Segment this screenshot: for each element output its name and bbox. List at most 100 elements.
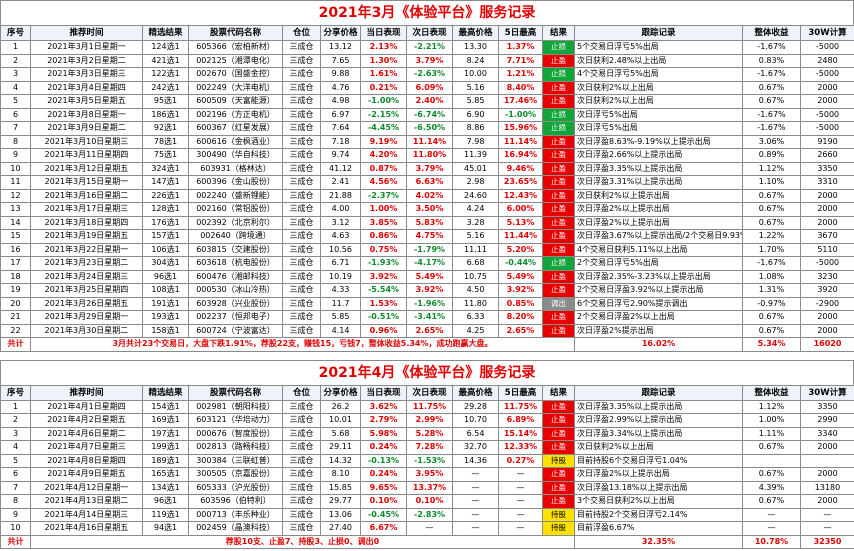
cell-date: 2021年4月13日星期二 xyxy=(30,494,143,509)
cell-selection: 193选1 xyxy=(142,310,189,325)
cell-next-day-change: -1.53% xyxy=(406,453,453,468)
cell-next-day-change: 7.28% xyxy=(406,440,453,455)
cell-stock: 605333（沪光股份） xyxy=(188,480,283,495)
cell-tracking: 次日浮盈3.31%以上提示出局 xyxy=(574,175,743,190)
cell-return: -1.67% xyxy=(742,40,801,55)
cell-index: 18 xyxy=(0,269,31,284)
cell-date: 2021年4月8日星期四 xyxy=(30,453,143,468)
cell-high-price: 10.70 xyxy=(452,413,499,428)
cell-date: 2021年3月24日星期三 xyxy=(30,269,143,284)
cell-stock: 600396（金山股份） xyxy=(188,175,283,190)
cell-return: 0.83% xyxy=(742,53,801,68)
cell-day-change: 0.10% xyxy=(360,494,407,509)
cell-selection: 304选1 xyxy=(142,256,189,271)
cell-high-price: 8.86 xyxy=(452,121,499,136)
cell-tracking: 次日浮盈2%提示出局 xyxy=(574,323,743,338)
cell-high-price: 5.16 xyxy=(452,80,499,95)
cell-result: 持股 xyxy=(542,521,575,536)
header-price: 分享价格 xyxy=(320,384,361,401)
cell-selection: 165选1 xyxy=(142,467,189,482)
cell-selection: 324选1 xyxy=(142,161,189,176)
table-row: 14 2021年3月18日星期四 176选1 002392（北京利尔） 三成仓 3.12 3… xyxy=(0,215,854,230)
cell-index: 14 xyxy=(0,215,31,230)
cell-five-day-high: -0.44% xyxy=(498,256,543,271)
cell-price: 41.12 xyxy=(320,161,361,176)
cell-result: 止盈 xyxy=(542,229,575,244)
cell-high-price: — xyxy=(452,467,499,482)
cell-high-price: 6.90 xyxy=(452,107,499,122)
cell-day-change: 5.98% xyxy=(360,426,407,441)
cell-high-price: — xyxy=(452,507,499,522)
cell-price: 29.77 xyxy=(320,494,361,509)
cell-result: 止盈 xyxy=(542,480,575,495)
cell-five-day-high: 6.89% xyxy=(498,413,543,428)
cell-position: 三成仓 xyxy=(282,134,321,149)
cell-tracking: 次日浮盈3.35%以上提示出局 xyxy=(574,161,743,176)
cell-selection: 106选1 xyxy=(142,242,189,257)
cell-high-price: — xyxy=(452,494,499,509)
cell-calc: 3230 xyxy=(800,269,854,284)
cell-stock: 603596（伯特利） xyxy=(188,494,283,509)
cell-selection: 119选1 xyxy=(142,507,189,522)
cell-selection: 96选1 xyxy=(142,494,189,509)
cell-calc: -5000 xyxy=(800,40,854,55)
cell-index: 1 xyxy=(0,399,31,414)
cell-day-change: 3.92% xyxy=(360,269,407,284)
summary-label: 共计 xyxy=(0,534,31,549)
cell-five-day-high: 12.33% xyxy=(498,440,543,455)
table-row: 6 2021年3月8日星期一 186选1 002196（方正电机） 三成仓 6.97 -2.… xyxy=(0,107,854,122)
cell-position: 三成仓 xyxy=(282,80,321,95)
cell-calc xyxy=(800,453,854,468)
cell-high-price: 29.28 xyxy=(452,399,499,414)
table-row: 19 2021年3月25日星期四 108选1 000530（冰山冷热） 三成仓 4.33-… xyxy=(0,283,854,298)
cell-five-day-high: 3.92% xyxy=(498,283,543,298)
cell-calc: 3310 xyxy=(800,175,854,190)
cell-return: 0.67% xyxy=(742,188,801,203)
cell-position: 三成仓 xyxy=(282,426,321,441)
cell-high-price: 8.24 xyxy=(452,53,499,68)
cell-selection: 186选1 xyxy=(142,107,189,122)
cell-five-day-high: 9.46% xyxy=(498,161,543,176)
cell-price: 4.98 xyxy=(320,94,361,109)
cell-date: 2021年3月18日星期四 xyxy=(30,215,143,230)
cell-tracking: 目前持股6个交易日浮亏1.04% xyxy=(574,453,743,468)
summary-return-total: 10.78% xyxy=(742,534,801,549)
cell-tracking: 次日浮盈3.34%以上提示出局 xyxy=(574,426,743,441)
table-row: 20 2021年3月26日星期五 191选1 603928（兴业股份） 三成仓 11.7 1… xyxy=(0,296,854,311)
cell-price: 10.19 xyxy=(320,269,361,284)
cell-stock: 002160（常铝股份） xyxy=(188,202,283,217)
cell-result: 止盈 xyxy=(542,53,575,68)
cell-position: 三成仓 xyxy=(282,175,321,190)
cell-stock: 002640（跨境通） xyxy=(188,229,283,244)
header-next-day-change: 次日表现 xyxy=(406,384,453,401)
cell-next-day-change: -2.63% xyxy=(406,67,453,82)
cell-tracking: 5个交易日浮亏5%出局 xyxy=(574,40,743,55)
cell-selection: 95选1 xyxy=(142,94,189,109)
cell-index: 1 xyxy=(0,40,31,55)
cell-return: — xyxy=(742,507,801,522)
cell-calc: 5110 xyxy=(800,242,854,257)
header-day-change: 当日表现 xyxy=(360,384,407,401)
cell-five-day-high: 11.14% xyxy=(498,134,543,149)
cell-return: 0.67% xyxy=(742,440,801,455)
cell-date: 2021年3月29日星期一 xyxy=(30,310,143,325)
cell-date: 2021年3月15日星期一 xyxy=(30,175,143,190)
cell-result: 止盈 xyxy=(542,426,575,441)
cell-calc: 2000 xyxy=(800,80,854,95)
cell-position: 三成仓 xyxy=(282,215,321,230)
cell-tracking: 次日浮盈8.63%-9.19%以上提示出局 xyxy=(574,134,743,149)
cell-five-day-high: 1.37% xyxy=(498,40,543,55)
cell-price: 2.41 xyxy=(320,175,361,190)
cell-return: 4.39% xyxy=(742,480,801,495)
cell-high-price: 32.70 xyxy=(452,440,499,455)
cell-selection: 199选1 xyxy=(142,440,189,455)
cell-result: 止盈 xyxy=(542,310,575,325)
table-row: 10 2021年3月12日星期五 324选1 603931（格林达） 三成仓 41.12 0… xyxy=(0,161,854,176)
cell-day-change: 1.00% xyxy=(360,202,407,217)
cell-index: 5 xyxy=(0,94,31,109)
cell-five-day-high: 12.43% xyxy=(498,188,543,203)
cell-day-change: 9.65% xyxy=(360,480,407,495)
cell-position: 三成仓 xyxy=(282,440,321,455)
cell-high-price: 13.30 xyxy=(452,40,499,55)
cell-selection: 421选1 xyxy=(142,53,189,68)
